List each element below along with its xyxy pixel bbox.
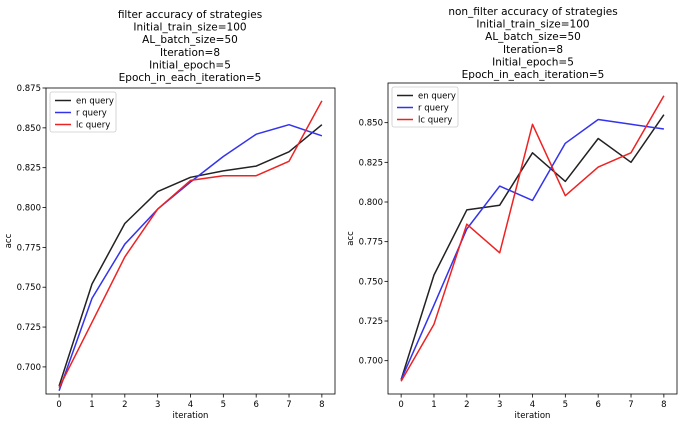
y-tick-label: 0.825 xyxy=(359,158,383,168)
y-axis-label: acc xyxy=(4,233,14,248)
chart-title-line: Epoch_in_each_iteration=5 xyxy=(119,72,262,84)
chart-title-line: AL_batch_size=50 xyxy=(485,31,581,43)
series-line-r-query xyxy=(58,123,323,392)
series-line-lc-query xyxy=(400,95,665,382)
series-line-en-query xyxy=(58,124,323,387)
chart-1: filter accuracy of strategiesInitial_tra… xyxy=(4,9,336,421)
x-tick-label: 8 xyxy=(319,400,324,410)
y-axis-label: acc xyxy=(346,231,356,246)
legend-entry: r query xyxy=(418,104,449,114)
x-tick-label: 3 xyxy=(497,400,502,410)
y-tick-label: 0.775 xyxy=(17,243,41,253)
series-line-lc-query xyxy=(58,100,323,388)
x-tick-label: 3 xyxy=(155,400,160,410)
x-axis-label: iteration xyxy=(515,411,551,421)
x-axis-label: iteration xyxy=(173,411,209,421)
x-tick-label: 5 xyxy=(563,400,568,410)
y-tick-label: 0.875 xyxy=(17,84,41,94)
plot-frame xyxy=(45,87,336,395)
plot-frame xyxy=(387,82,678,395)
y-tick-label: 0.800 xyxy=(17,204,41,214)
x-tick-label: 1 xyxy=(89,400,94,410)
y-tick-label: 0.725 xyxy=(17,323,41,333)
x-tick-label: 7 xyxy=(628,400,633,410)
y-tick-label: 0.725 xyxy=(359,317,383,327)
x-tick-label: 2 xyxy=(464,400,469,410)
y-tick-label: 0.750 xyxy=(359,277,383,287)
chart-title-line: AL_batch_size=50 xyxy=(142,34,238,46)
chart-title-line: Epoch_in_each_iteration=5 xyxy=(462,69,605,81)
legend-box xyxy=(391,86,459,128)
x-tick-label: 8 xyxy=(661,400,666,410)
x-tick-label: 2 xyxy=(122,400,127,410)
series-line-en-query xyxy=(400,114,665,380)
y-tick-label: 0.825 xyxy=(17,164,41,174)
chart-title-line: Initial_epoch=5 xyxy=(492,56,574,68)
chart-title-line: Iteration=8 xyxy=(160,47,220,59)
x-tick-label: 6 xyxy=(595,400,600,410)
x-tick-label: 1 xyxy=(431,400,436,410)
legend-entry: lc query xyxy=(76,121,110,131)
y-tick-label: 0.775 xyxy=(359,238,383,248)
x-tick-label: 0 xyxy=(56,400,61,410)
legend-entry: r query xyxy=(76,109,107,119)
x-tick-label: 4 xyxy=(188,400,193,410)
chart-title-line: Initial_train_size=100 xyxy=(476,19,589,31)
chart-title-line: Initial_train_size=100 xyxy=(133,22,246,34)
legend-entry: en query xyxy=(418,92,456,102)
chart-2: non_filter accuracy of strategiesInitial… xyxy=(346,6,678,421)
y-tick-label: 0.850 xyxy=(17,124,41,134)
legend-box xyxy=(49,91,117,133)
x-tick-label: 0 xyxy=(398,400,403,410)
y-tick-label: 0.800 xyxy=(359,198,383,208)
series-line-r-query xyxy=(400,118,665,381)
x-tick-label: 4 xyxy=(530,400,535,410)
y-tick-label: 0.700 xyxy=(359,357,383,367)
chart-title-line: Iteration=8 xyxy=(503,44,563,56)
x-tick-label: 7 xyxy=(286,400,291,410)
x-tick-label: 6 xyxy=(253,400,258,410)
legend-entry: en query xyxy=(76,97,114,107)
chart-title-line: filter accuracy of strategies xyxy=(118,9,262,21)
chart-title-line: non_filter accuracy of strategies xyxy=(448,6,617,18)
y-tick-label: 0.700 xyxy=(17,363,41,373)
legend-entry: lc query xyxy=(418,116,452,126)
x-tick-label: 5 xyxy=(221,400,226,410)
y-tick-label: 0.750 xyxy=(17,283,41,293)
chart-title-line: Initial_epoch=5 xyxy=(149,59,231,71)
y-tick-label: 0.850 xyxy=(359,119,383,129)
